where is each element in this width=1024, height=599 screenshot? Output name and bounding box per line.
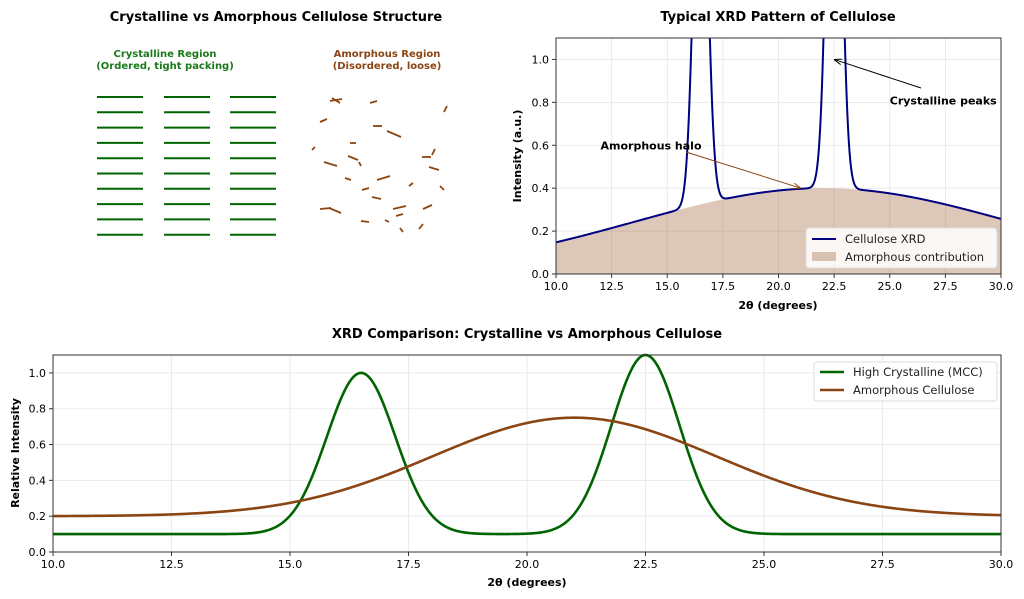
amorphous-chain [371,196,382,200]
amorphous-chain [347,155,359,161]
amorphous-chain [399,227,404,233]
structure-diagram: Crystalline vs Amorphous Cellulose Struc… [96,10,448,236]
y-tick-label: 0.6 [29,439,47,452]
amorphous-chain [344,177,352,181]
x-tick-label: 30.0 [989,280,1014,293]
amorphous-chain [384,219,390,223]
series-line [53,353,1001,536]
y-tick-label: 1.0 [532,53,550,66]
amorphous-chain [319,118,328,123]
amorphous-chain [392,205,407,210]
crystalline-label-line1: Crystalline Region [114,49,217,60]
chart-title: Typical XRD Pattern of Cellulose [660,10,896,25]
y-tick-label: 0.8 [532,96,550,109]
legend-label: Amorphous contribution [845,250,984,264]
x-tick-label: 27.5 [870,558,895,571]
plot-frame [555,37,1002,275]
y-tick-label: 0.2 [532,225,550,238]
amorphous-chain [431,148,436,156]
y-tick-label: 1.0 [29,367,47,380]
x-tick-label: 30.0 [989,558,1014,571]
amorphous-chain [408,182,414,187]
amorphous-halo-arrow [685,151,801,188]
x-tick-label: 15.0 [278,558,303,571]
amorphous-chain [376,175,391,181]
x-tick-label: 15.0 [655,280,680,293]
x-tick-label: 17.5 [396,558,421,571]
amorphous-chain [323,161,338,167]
legend-box [805,227,998,269]
x-tick-label: 20.0 [766,280,791,293]
amorphous-chain [369,100,378,104]
amorphous-chain [386,130,402,138]
amorphous-chain [439,185,445,191]
legend-label: Cellulose XRD [845,232,926,246]
diagram-title: Crystalline vs Amorphous Cellulose Struc… [110,10,443,25]
x-axis-label: 2θ (degrees) [487,576,566,589]
y-tick-label: 0.4 [29,474,47,487]
x-tick-label: 12.5 [159,558,184,571]
x-tick-label: 10.0 [544,280,569,293]
x-tick-label: 27.5 [933,280,958,293]
chart-title: XRD Comparison: Crystalline vs Amorphous… [332,327,722,342]
x-tick-label: 25.0 [878,280,903,293]
y-axis-label: Relative Intensity [9,398,22,508]
amorphous-label-line1: Amorphous Region [334,49,441,60]
x-tick-label: 22.5 [633,558,658,571]
amorphous-chains [311,97,448,233]
crystalline-chains [97,96,276,236]
x-axis-label: 2θ (degrees) [738,299,817,312]
amorphous-chain [328,207,342,214]
amorphous-halo-annotation: Amorphous halo [601,139,702,152]
x-tick-label: 22.5 [822,280,847,293]
crystalline-peaks-annotation: Crystalline peaks [890,94,997,107]
crystalline-label-line2: (Ordered, tight packing) [96,61,234,72]
crystalline-peaks-arrow [834,59,922,89]
amorphous-chain [418,223,424,230]
amorphous-chain [422,204,433,210]
cellulose-xrd-line [556,38,1001,244]
x-tick-label: 10.0 [41,558,66,571]
amorphous-chain [443,105,448,113]
amorphous-chain [361,187,370,191]
y-tick-label: 0.6 [532,139,550,152]
y-tick-label: 0.8 [29,403,47,416]
amorphous-chain [360,220,370,223]
amorphous-chain [428,166,440,171]
x-tick-label: 12.5 [599,280,624,293]
xrd-pattern-chart: Typical XRD Pattern of Cellulose 2θ (deg… [511,10,1013,312]
x-tick-label: 25.0 [752,558,777,571]
legend-box [813,361,998,402]
amorphous-chain [358,161,362,167]
x-tick-label: 17.5 [711,280,736,293]
legend-label: High Crystalline (MCC) [853,365,983,379]
y-tick-label: 0.2 [29,510,47,523]
y-tick-label: 0.4 [532,182,550,195]
y-axis-label: Intensity (a.u.) [511,110,524,203]
amorphous-label-line2: (Disordered, loose) [333,61,442,72]
amorphous-chain [331,97,341,104]
amorphous-chain [311,146,316,151]
xrd-comparison-chart: XRD Comparison: Crystalline vs Amorphous… [9,327,1013,589]
legend: Cellulose XRD Amorphous contribution [805,227,998,269]
y-tick-label: 0.0 [29,546,47,559]
legend-swatch-area [812,252,836,261]
series-line [53,416,1002,518]
legend-label: Amorphous Cellulose [853,383,974,397]
plot-frame [52,354,1002,553]
x-tick-label: 20.0 [515,558,540,571]
y-tick-label: 0.0 [532,268,550,281]
legend: High Crystalline (MCC) Amorphous Cellulos… [813,361,998,402]
amorphous-chain [395,213,404,217]
